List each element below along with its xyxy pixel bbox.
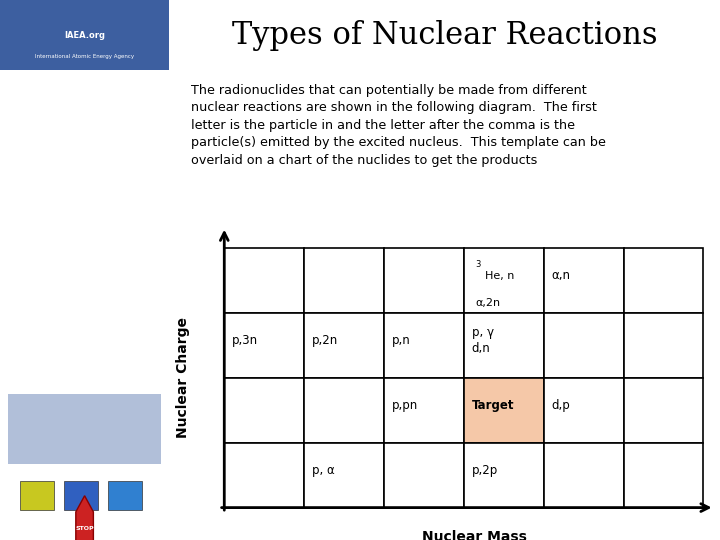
Text: p, γ
d,n: p, γ d,n	[472, 326, 494, 355]
Text: Fluorine-18 example: Fluorine-18 example	[14, 308, 114, 318]
Text: IAEA.org: IAEA.org	[64, 31, 105, 39]
Bar	[9, 394, 161, 464]
Text: α,n: α,n	[552, 269, 571, 282]
Bar	[304, 313, 384, 378]
Text: Basic Principles: Basic Principles	[14, 244, 90, 253]
Bar	[304, 248, 384, 313]
Bar	[624, 313, 703, 378]
Bar	[464, 313, 544, 378]
Text: Nuclear Charge: Nuclear Charge	[176, 318, 190, 438]
Text: d,p: d,p	[552, 399, 570, 411]
Bar	[225, 313, 304, 378]
Text: p,2n: p,2n	[312, 334, 338, 347]
Text: The radionuclides that can potentially be made from different
nuclear reactions : The radionuclides that can potentially b…	[192, 84, 606, 167]
Bar	[304, 378, 384, 443]
Text: He, n: He, n	[485, 271, 514, 281]
Text: p,n: p,n	[392, 334, 410, 347]
Bar	[225, 378, 304, 443]
Text: p,pn: p,pn	[392, 399, 418, 411]
Text: Practical Targets: Practical Targets	[14, 179, 106, 188]
Bar	[0, 0, 169, 70]
Bar	[464, 248, 544, 313]
Bar	[544, 378, 624, 443]
Text: Summary: Summary	[14, 373, 60, 383]
Text: Carbon-11 Example: Carbon-11 Example	[14, 276, 110, 286]
Bar	[64, 481, 98, 510]
Bar	[624, 443, 703, 508]
Text: p,3n: p,3n	[233, 334, 258, 347]
Bar	[464, 443, 544, 508]
Text: Nuclear Mass: Nuclear Mass	[423, 530, 527, 540]
Text: p, α: p, α	[312, 463, 335, 476]
Bar	[225, 443, 304, 508]
Text: Types of Nuclear Reactions: Types of Nuclear Reactions	[232, 19, 657, 51]
Text: Target: Target	[472, 399, 514, 411]
Bar	[225, 248, 304, 313]
Text: Contents: Contents	[14, 211, 58, 221]
Bar	[464, 378, 544, 443]
Bar	[384, 378, 464, 443]
Bar	[544, 248, 624, 313]
Text: Iodine-124 example: Iodine-124 example	[14, 341, 111, 350]
Text: α,2n: α,2n	[475, 298, 500, 308]
Text: International Atomic Energy Agency: International Atomic Energy Agency	[35, 54, 134, 59]
Text: p,2p: p,2p	[472, 463, 498, 476]
Bar	[304, 443, 384, 508]
Bar	[20, 481, 54, 510]
Text: Radiopharmaceutical
Production: Radiopharmaceutical Production	[30, 99, 140, 122]
Bar	[384, 443, 464, 508]
Bar	[384, 248, 464, 313]
Bar	[544, 313, 624, 378]
Text: STOP: STOP	[76, 525, 94, 531]
Bar	[624, 248, 703, 313]
Text: 3: 3	[475, 260, 480, 269]
Bar	[544, 443, 624, 508]
Bar	[624, 378, 703, 443]
Bar	[108, 481, 142, 510]
Bar	[384, 313, 464, 378]
